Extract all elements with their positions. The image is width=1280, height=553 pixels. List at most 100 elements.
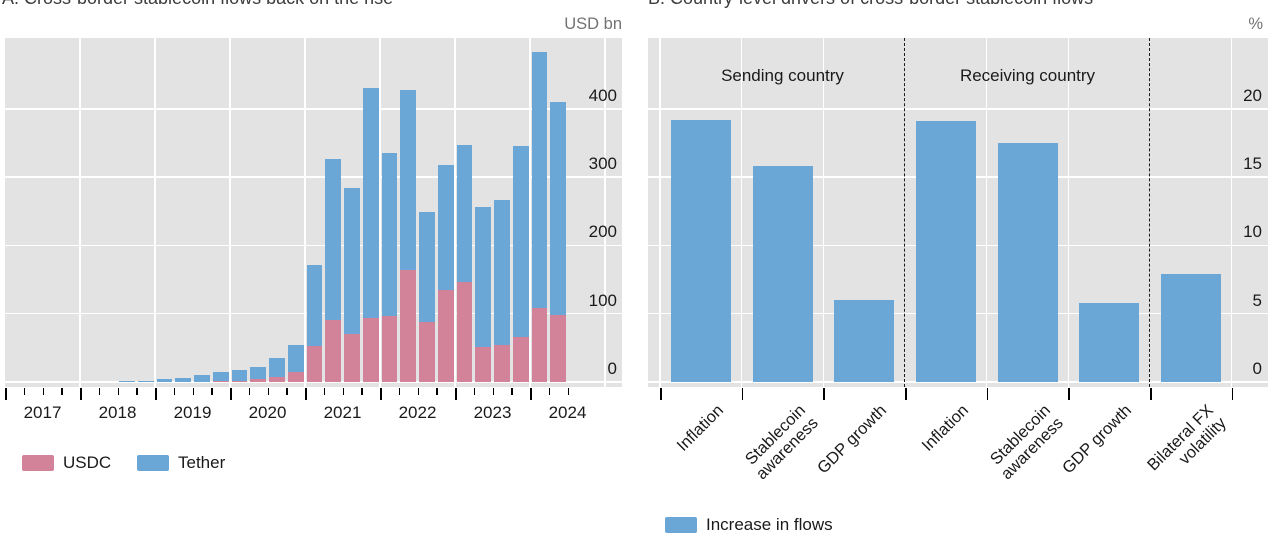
y-axis-label: 10 <box>1243 222 1262 242</box>
bar-gdp-growth <box>1079 302 1140 382</box>
x-tick-year <box>305 388 307 400</box>
bar-boundary-gridline <box>985 38 988 387</box>
bar-usdc-2022-Q2 <box>400 269 416 382</box>
bar-tether-2023-Q1 <box>456 144 473 282</box>
bar-boundary-gridline <box>822 38 825 387</box>
bar-gdp-growth <box>834 300 895 382</box>
x-tick <box>1068 388 1070 400</box>
year-gridline <box>604 38 606 387</box>
bar-tether-2024-Q2 <box>550 101 566 316</box>
x-axis-year-label: 2017 <box>23 403 62 422</box>
panel-a-plot-area: 0 100 200 300 400 <box>5 38 622 387</box>
bar-tether-2018-Q3 <box>119 381 135 382</box>
x-tick <box>1150 388 1152 400</box>
y-axis-label: 300 <box>588 154 617 174</box>
x-tick-year <box>530 388 532 400</box>
y-axis-label: 5 <box>1252 290 1262 310</box>
x-tick-quarter <box>417 388 419 395</box>
bar-tether-2019-Q2 <box>175 377 191 382</box>
bar-usdc-2021-Q1 <box>306 345 323 382</box>
panel-b-unit-label: % <box>1248 15 1263 33</box>
year-gridline <box>454 38 456 387</box>
x-tick-quarter <box>23 388 26 395</box>
bar-tether-2021-Q2 <box>325 158 341 320</box>
legend-label-tether: Tether <box>178 453 226 472</box>
bar-tether-2020-Q3 <box>269 358 285 377</box>
x-tick-quarter <box>248 388 251 395</box>
x-tick-quarter <box>342 388 344 395</box>
x-axis-label-line: Bilateral FX <box>1143 401 1217 475</box>
panel-a-title: A. Cross-border stablecoin flows back on… <box>2 0 393 9</box>
bar-inflation <box>915 121 976 382</box>
x-tick-quarter <box>117 388 119 395</box>
bar-usdc-2022-Q1 <box>381 316 398 382</box>
x-tick <box>823 388 825 400</box>
y-axis-label: 400 <box>588 85 617 105</box>
x-tick-quarter <box>473 388 476 395</box>
bar-usdc-2024-Q2 <box>550 315 566 382</box>
bar-tether-2021-Q4 <box>362 87 379 318</box>
bar-usdc-2022-Q3 <box>419 321 435 382</box>
y-gridline <box>5 244 622 247</box>
bar-tether-2022-Q1 <box>381 152 398 317</box>
x-tick-quarter <box>173 388 176 395</box>
bar-usdc-2020-Q1 <box>231 380 248 382</box>
bar-boundary-gridline <box>659 38 661 387</box>
year-gridline <box>529 38 531 387</box>
y-gridline <box>5 381 622 383</box>
y-axis-label: 0 <box>607 359 617 378</box>
x-axis-year-label: 2023 <box>473 403 512 422</box>
bar-boundary-gridline <box>740 38 743 387</box>
x-tick-quarter <box>511 388 513 395</box>
x-tick-year <box>230 388 232 400</box>
panel-b-title: B. Country-level drivers of cross-border… <box>648 0 1093 9</box>
x-tick-quarter <box>548 388 551 395</box>
x-tick-quarter <box>436 388 438 395</box>
bar-usdc-2022-Q4 <box>437 290 454 382</box>
panel-b-plot-area: 0 5 10 15 20 Sending country Receiving country <box>648 38 1268 387</box>
y-axis-label: 200 <box>588 222 617 242</box>
x-tick <box>660 388 662 400</box>
bar-boundary-gridline <box>1067 38 1070 387</box>
bar-tether-2021-Q1 <box>306 264 323 346</box>
legend-label-increase-in-flows: Increase in flows <box>706 515 833 534</box>
bar-usdc-2020-Q3 <box>269 376 285 382</box>
bar-usdc-2023-Q2 <box>475 347 491 382</box>
x-tick-quarter <box>192 388 194 395</box>
y-gridline <box>5 108 622 110</box>
x-axis-year-label: 2020 <box>248 403 287 422</box>
x-tick-year <box>155 388 157 400</box>
year-gridline <box>379 38 381 387</box>
x-tick-quarter <box>361 388 363 395</box>
x-axis-label-bilateral-fx-volatility: Bilateral FX volatility <box>1049 401 1229 553</box>
x-tick-year <box>5 388 7 400</box>
x-tick-quarter <box>42 388 44 395</box>
bar-usdc-2021-Q3 <box>344 334 360 382</box>
bar-tether-2022-Q3 <box>419 211 435 322</box>
bar-usdc-2024-Q1 <box>531 308 548 382</box>
dashed-separator <box>1149 38 1151 387</box>
x-tick-year <box>80 388 82 400</box>
x-axis-year-label: 2022 <box>398 403 437 422</box>
bar-tether-2019-Q3 <box>194 375 210 382</box>
bar-usdc-2019-Q4 <box>212 381 229 382</box>
x-axis-label-stablecoin-awareness: Stablecoin awareness <box>886 401 1066 553</box>
x-axis-year-label: 2021 <box>323 403 362 422</box>
bar-usdc-2023-Q3 <box>494 345 510 382</box>
dashed-separator <box>904 38 906 387</box>
bar-tether-2022-Q2 <box>400 89 416 270</box>
bar-bilateral-fx-volatility <box>1160 274 1221 382</box>
legend-swatch-usdc <box>22 455 54 471</box>
bar-tether-2023-Q3 <box>494 200 510 346</box>
bar-usdc-2023-Q1 <box>456 281 473 382</box>
year-gridline <box>154 38 156 387</box>
x-tick-year <box>455 388 457 400</box>
bar-tether-2021-Q3 <box>344 188 360 335</box>
bar-usdc-2021-Q4 <box>362 317 379 382</box>
x-tick <box>986 388 989 400</box>
x-tick-quarter <box>286 388 288 395</box>
y-axis-label: 100 <box>588 290 617 310</box>
year-gridline <box>304 38 306 387</box>
legend-label-usdc: USDC <box>63 453 112 472</box>
